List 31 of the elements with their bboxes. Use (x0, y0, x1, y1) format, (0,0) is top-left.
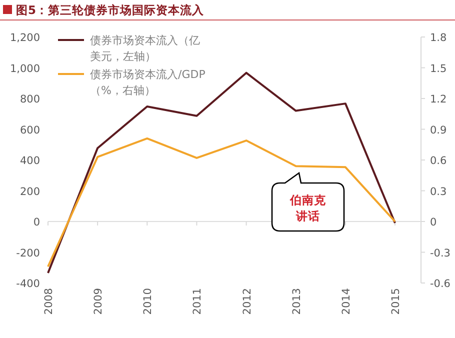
y2-tick-label: 1.8 (430, 32, 447, 44)
x-tick-label: 2015 (390, 288, 402, 315)
x-tick-label: 2009 (92, 288, 105, 315)
y-tick-label: 0 (33, 216, 40, 228)
x-tick-label: 2010 (142, 288, 154, 315)
y-tick-label: 1,200 (10, 32, 40, 44)
x-tick-label: 2008 (43, 288, 55, 315)
y2-tick-label: 1.5 (430, 62, 447, 75)
y2-tick-label: -0.3 (430, 247, 450, 260)
y-tick-label: 200 (20, 186, 40, 198)
y-tick-label: -400 (16, 278, 40, 290)
chart-title: 图5：第三轮债券市场国际资本流入 (16, 3, 205, 17)
y-tick-label: 600 (20, 124, 40, 136)
y2-tick-label: 1.2 (430, 94, 447, 106)
legend-label: 债券市场资本流入/GDP（%，右轴） (90, 68, 206, 97)
x-tick-label: 2012 (241, 288, 254, 315)
legend-label: 债券市场资本流入（亿美元，左轴） (90, 34, 200, 63)
y-tick-label: 800 (20, 94, 40, 106)
annotation: 伯南克讲话 (289, 193, 327, 223)
y2-tick-label: 0.6 (430, 155, 448, 167)
y-tick-label: 400 (20, 155, 40, 167)
y-tick-label: 1,000 (10, 62, 40, 75)
y2-tick-label: -0.6 (430, 278, 451, 290)
y2-tick-label: 0 (430, 216, 437, 228)
y2-tick-label: 0.9 (430, 124, 447, 136)
line-series (47, 137, 396, 268)
y2-tick-label: 0.3 (430, 186, 447, 198)
x-tick-label: 2014 (340, 288, 352, 315)
x-tick-label: 2011 (192, 288, 204, 315)
y-tick-label: -200 (16, 247, 40, 260)
x-tick-label: 2013 (290, 288, 303, 315)
